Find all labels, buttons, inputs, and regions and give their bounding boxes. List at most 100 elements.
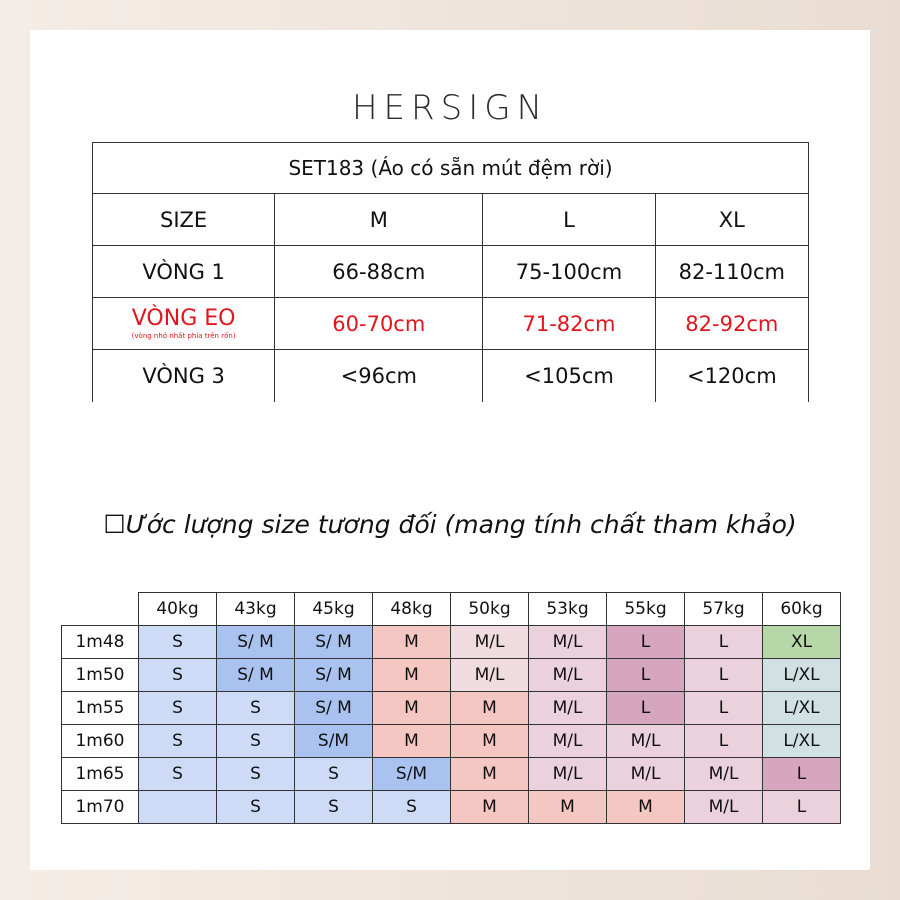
size-cell [138,790,217,824]
size-cell: M [450,757,529,791]
size-row-vong1: VÒNG 1 66-88cm 75-100cm 82-110cm [92,246,809,298]
content-card: HERSIGN SET183 (Áo có sẵn mút đệm rời) S… [30,30,870,870]
waist-note: (vòng nhỏ nhất phía trên rốn) [131,331,236,340]
grid-row: 1m70 S S S M M M M/L L [61,790,841,824]
row-label: VÒNG 1 [92,246,276,298]
size-cell: S/ M [216,658,295,692]
size-row-vongeo: VÒNG EO (vòng nhỏ nhất phía trên rốn) 60… [92,298,809,350]
size-table: SET183 (Áo có sẵn mút đệm rời) SIZE M L … [92,142,809,402]
estimate-title-text: Ước lượng size tương đối (mang tính chất… [125,510,797,539]
size-cell: M [606,790,685,824]
grid-row: 1m48 S S/ M S/ M M M/L M/L L L XL [61,625,841,659]
size-cell: S/ M [294,658,373,692]
size-cell: M/L [684,757,763,791]
weight-header: 60kg [762,592,841,626]
size-cell: S [216,724,295,758]
grid-row: 1m50 S S/ M S/ M M M/L M/L L L L/XL [61,658,841,692]
value-m: 66-88cm [275,246,484,298]
size-cell: M/L [606,724,685,758]
size-cell: S [138,625,217,659]
value-xl: 82-110cm [655,246,809,298]
size-cell: M/L [528,724,607,758]
waist-label: VÒNG EO [131,305,236,331]
value-xl: <120cm [656,350,809,402]
estimate-title: ☐Ước lượng size tương đối (mang tính chấ… [30,510,870,539]
size-cell: M/L [450,625,529,659]
size-cell: S/ M [294,691,373,725]
weight-header: 40kg [138,592,217,626]
value-m: <96cm [275,350,484,402]
size-cell: L [762,790,841,824]
size-table-title: SET183 (Áo có sẵn mút đệm rời) [92,142,809,194]
size-cell: S [138,691,217,725]
size-cell: M [372,691,451,725]
size-cell: L/XL [762,691,841,725]
size-cell: M [372,724,451,758]
height-label: 1m70 [61,790,139,824]
weight-header: 50kg [450,592,529,626]
grid-row: 1m55 S S S/ M M M M/L L L L/XL [61,691,841,725]
size-cell: S [216,691,295,725]
size-cell: L [684,724,763,758]
size-cell: S/ M [294,625,373,659]
weight-header: 53kg [528,592,607,626]
row-label: VÒNG EO (vòng nhỏ nhất phía trên rốn) [92,298,276,350]
weight-header: 43kg [216,592,295,626]
value-l: 71-82cm [483,298,656,350]
size-cell: S/M [294,724,373,758]
size-cell: S [372,790,451,824]
size-cell: M/L [684,790,763,824]
grid-header-row: 40kg 43kg 45kg 48kg 50kg 53kg 55kg 57kg 60kg [61,592,841,626]
size-cell: S/M [372,757,451,791]
size-cell: XL [762,625,841,659]
size-cell: M [528,790,607,824]
size-cell: M [372,658,451,692]
size-cell: S [294,790,373,824]
brand-logo: HERSIGN [351,88,549,128]
size-cell: M/L [606,757,685,791]
size-row-vong3: VÒNG 3 <96cm <105cm <120cm [92,350,809,402]
size-cell: M/L [528,625,607,659]
header-l: L [483,194,656,246]
size-cell: M/L [450,658,529,692]
checkbox-icon: ☐ [103,510,126,539]
value-l: <105cm [483,350,656,402]
size-table-header: SIZE M L XL [92,194,809,246]
size-cell: M/L [528,757,607,791]
height-label: 1m60 [61,724,139,758]
weight-header: 55kg [606,592,685,626]
header-m: M [275,194,484,246]
value-m: 60-70cm [275,298,484,350]
weight-header: 45kg [294,592,373,626]
size-cell: S [294,757,373,791]
height-label: 1m65 [61,757,139,791]
size-cell: M [450,724,529,758]
size-cell: L [762,757,841,791]
height-label: 1m48 [61,625,139,659]
size-cell: L [606,625,685,659]
size-cell: L/XL [762,658,841,692]
size-cell: L [684,658,763,692]
size-cell: S [138,724,217,758]
size-cell: M [450,691,529,725]
size-cell: S [138,658,217,692]
size-cell: M [450,790,529,824]
value-l: 75-100cm [483,246,656,298]
height-label: 1m55 [61,691,139,725]
size-cell: M/L [528,691,607,725]
value-xl: 82-92cm [655,298,809,350]
height-label: 1m50 [61,658,139,692]
size-cell: M [372,625,451,659]
header-size: SIZE [92,194,276,246]
size-cell: L [606,691,685,725]
weight-header: 57kg [684,592,763,626]
grid-row: 1m60 S S S/M M M M/L M/L L L/XL [61,724,841,758]
size-cell: M/L [528,658,607,692]
size-cell: L [606,658,685,692]
size-estimate-grid: 40kg 43kg 45kg 48kg 50kg 53kg 55kg 57kg 60kg 1m48… [61,592,841,824]
size-cell: L [684,691,763,725]
size-cell: L [684,625,763,659]
size-cell: S [216,757,295,791]
header-xl: XL [655,194,809,246]
grid-corner [61,592,139,626]
